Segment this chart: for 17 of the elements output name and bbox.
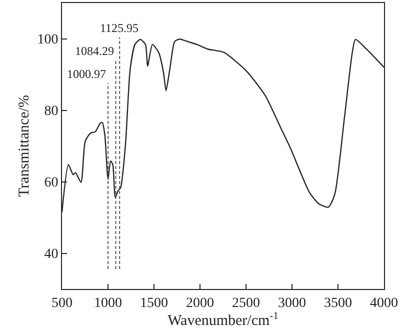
ref-line-label: 1000.97	[67, 67, 106, 81]
x-tick-label: 3000	[278, 296, 306, 311]
x-tick-label: 3500	[324, 296, 352, 311]
y-tick-label: 40	[44, 247, 58, 262]
x-axis-title: Wavenumber/cm$^{-1}$	[168, 310, 278, 330]
x-tick-label: 1000	[94, 296, 122, 311]
ref-line-label: 1084.29	[75, 44, 114, 58]
y-tick-label: 100	[37, 32, 58, 48]
x-tick-label: 2500	[232, 296, 260, 311]
y-axis-title: Transmittance/%	[16, 95, 32, 197]
x-tick-label: 2000	[186, 296, 214, 311]
x-tick-label: 500	[52, 296, 72, 311]
x-tick-label: 1500	[140, 296, 168, 311]
y-tick-label: 60	[44, 176, 58, 191]
y-tick-label: 80	[44, 104, 58, 120]
x-tick-label: 4000	[370, 296, 398, 311]
ref-line-label: 1125.95	[100, 21, 139, 35]
